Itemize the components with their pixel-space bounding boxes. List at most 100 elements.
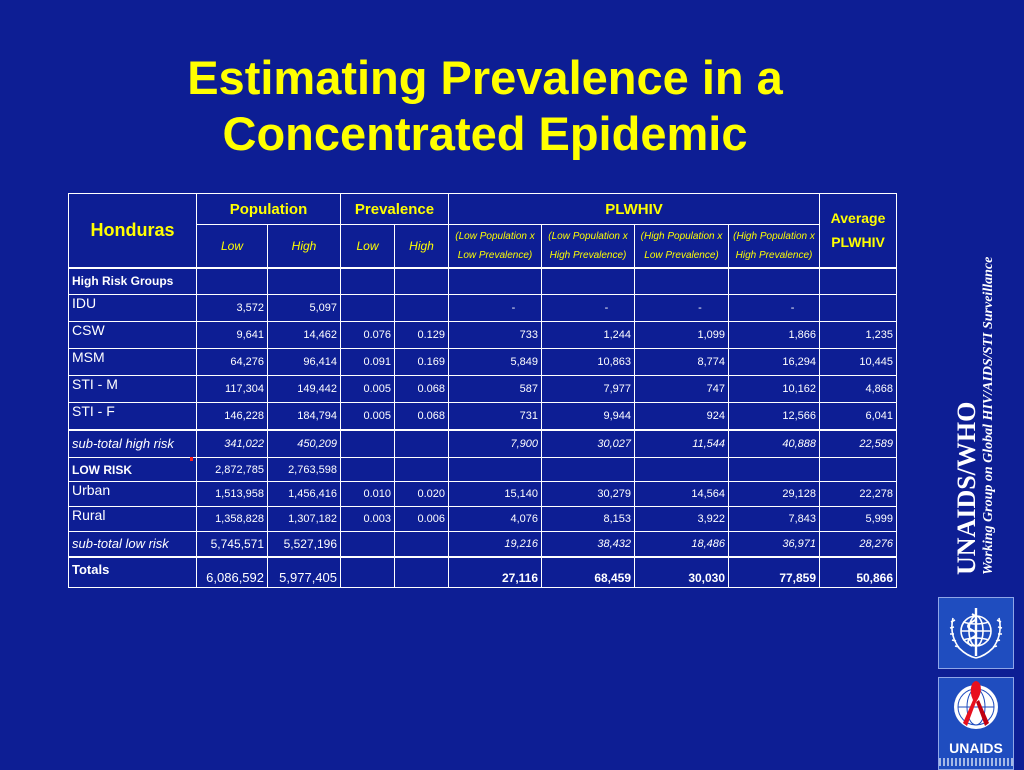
high-risk-pop-high-cell: 14,462	[267, 321, 341, 349]
subtotal-high-pop-low: 341,022	[196, 428, 268, 458]
high-risk-label-cell: MSM	[68, 348, 197, 376]
high-risk-pop-high-cell: 96,414	[267, 348, 341, 376]
prevalence-table-container: Honduras Population Prevalence PLWHIV Av…	[68, 193, 898, 588]
high-risk-p1-cell: -	[448, 294, 543, 322]
subtotal-low-avg: 28,276	[819, 531, 898, 558]
low-risk-p3-cell: 14,564	[634, 481, 730, 507]
unaids-who-side-label: UNAIDS/WHO Working Group on Global HIV/A…	[952, 256, 998, 575]
high-risk-pop-low-cell: 3,572	[196, 294, 268, 322]
plwhiv-hh-header: (High Population x High Prevalence)	[728, 224, 821, 268]
side-sub-text: Working Group on Global HIV/AIDS/STI Sur…	[981, 256, 996, 575]
side-main-text: UNAIDS/WHO	[952, 401, 981, 575]
subtotal-low-p2: 38,432	[541, 531, 636, 558]
low-risk-p4-cell: 7,843	[728, 506, 821, 532]
high-risk-prev-high-cell: 0.129	[393, 321, 450, 349]
low-risk-p1-cell: 4,076	[448, 506, 543, 532]
low-risk-row: LOW RISK 2,872,785 2,763,598	[68, 457, 898, 482]
high-risk-avg-cell: 10,445	[819, 348, 898, 376]
high-risk-avg-cell: 4,868	[819, 375, 898, 403]
high-risk-p1-cell: 5,849	[448, 348, 543, 376]
low-risk-row: Rural 1,358,828 1,307,182 0.003 0.006 4,076 8,…	[68, 506, 898, 532]
unaids-ribbon-icon	[954, 681, 998, 729]
high-risk-p2-cell: 7,977	[541, 375, 636, 403]
prevalence-header: Prevalence	[339, 193, 450, 225]
subtotal-high-p2: 30,027	[541, 428, 636, 458]
low-risk-p2-cell: 8,153	[541, 506, 636, 532]
high-risk-avg-cell: 1,235	[819, 321, 898, 349]
high-risk-p4-cell: 1,866	[728, 321, 821, 349]
high-risk-row: IDU 3,572 5,097- - - -	[68, 294, 898, 322]
totals-pop-high: 5,977,405	[267, 556, 341, 588]
pop-high-header: High	[267, 224, 341, 268]
high-risk-label-cell: IDU	[68, 294, 197, 322]
pop-low-header: Low	[196, 224, 268, 268]
high-risk-prev-low-cell: 0.005	[340, 402, 395, 430]
plwhiv-ll-header: (Low Population x Low Prevalence)	[448, 224, 543, 268]
high-risk-pop-high-cell: 184,794	[267, 402, 341, 430]
low-risk-row: Urban 1,513,958 1,456,416 0.010 0.020 15,140 3…	[68, 481, 898, 507]
unaids-sponsor-strip	[939, 758, 1013, 766]
low-risk-label: LOW RISK	[68, 457, 197, 482]
prevalence-table: Honduras Population Prevalence PLWHIV Av…	[68, 193, 898, 588]
header-row-1: Honduras Population Prevalence PLWHIV Av…	[68, 193, 898, 268]
subtotal-low-label: sub-total low risk	[68, 531, 197, 558]
subtotal-high-row: sub-total high risk 341,022 450,209 7,90…	[68, 428, 898, 458]
average-plwhiv-header: Average PLWHIV	[819, 193, 898, 268]
header-row-2: Low High Low High (Low Population x Low …	[69, 224, 897, 268]
low-risk-rows: Urban 1,513,958 1,456,416 0.010 0.020 15,140 3…	[68, 481, 898, 532]
high-risk-prev-low-cell	[340, 294, 395, 322]
low-risk-p3-cell: 3,922	[634, 506, 730, 532]
high-risk-pop-low-cell: 146,228	[196, 402, 268, 430]
low-risk-p1-cell: 15,140	[448, 481, 543, 507]
plwhiv-lh-header: (Low Population x High Prevalence)	[541, 224, 636, 268]
low-risk-prev-high-cell: 0.006	[393, 506, 450, 532]
high-risk-p2-cell: 1,244	[541, 321, 636, 349]
low-risk-p4-cell: 29,128	[728, 481, 821, 507]
low-risk-p2-cell: 30,279	[541, 481, 636, 507]
high-risk-group-row: High Risk Groups	[68, 266, 898, 295]
unaids-label: UNAIDS	[949, 740, 1003, 756]
red-marker	[190, 457, 193, 461]
high-risk-pop-low-cell: 117,304	[196, 375, 268, 403]
population-header: Population	[196, 193, 341, 225]
low-risk-prev-high-cell: 0.020	[393, 481, 450, 507]
high-risk-p1-cell: 731	[448, 402, 543, 430]
totals-label: Totals	[68, 556, 197, 588]
low-risk-prev-low-cell: 0.010	[340, 481, 395, 507]
high-risk-p3-cell: 1,099	[634, 321, 730, 349]
high-risk-pop-high-cell: 149,442	[267, 375, 341, 403]
subtotal-high-avg: 22,589	[819, 428, 898, 458]
title-line-2: Concentrated Epidemic	[222, 107, 748, 160]
high-risk-pop-high-cell: 5,097	[267, 294, 341, 322]
subtotal-low-pop-high: 5,527,196	[267, 531, 341, 558]
slide-title: Estimating Prevalence in a Concentrated …	[60, 50, 910, 162]
high-risk-prev-high-cell: 0.068	[393, 375, 450, 403]
low-risk-pop-high: 2,763,598	[267, 457, 341, 482]
high-risk-avg-cell	[819, 294, 898, 322]
high-risk-p3-cell: 747	[634, 375, 730, 403]
high-risk-p3-cell: 8,774	[634, 348, 730, 376]
high-risk-p4-cell: 12,566	[728, 402, 821, 430]
plwhiv-header: PLWHIV	[448, 193, 821, 225]
subtotal-high-label: sub-total high risk	[68, 428, 197, 458]
high-risk-pop-low-cell: 64,276	[196, 348, 268, 376]
high-risk-label-cell: CSW	[68, 321, 197, 349]
high-risk-p2-cell: 10,863	[541, 348, 636, 376]
who-emblem-icon	[949, 608, 1003, 659]
high-risk-p4-cell: 16,294	[728, 348, 821, 376]
country-header: Honduras	[68, 193, 197, 268]
totals-p1: 27,116	[448, 556, 543, 588]
low-risk-avg-cell: 22,278	[819, 481, 898, 507]
totals-p4: 77,859	[728, 556, 821, 588]
prev-high-header: High	[393, 224, 450, 268]
low-risk-label-cell: Rural	[68, 506, 197, 532]
subtotal-low-row: sub-total low risk 5,745,571 5,527,196 1…	[68, 531, 898, 558]
totals-p2: 68,459	[541, 556, 636, 588]
totals-avg: 50,866	[819, 556, 898, 588]
high-risk-prev-high-cell	[393, 294, 450, 322]
high-risk-p1-cell: 587	[448, 375, 543, 403]
subtotal-low-p4: 36,971	[728, 531, 821, 558]
high-risk-p4-cell: 10,162	[728, 375, 821, 403]
plwhiv-hl-header: (High Population x Low Prevalence)	[634, 224, 730, 268]
high-risk-rows: IDU 3,572 5,097- - - - CSW 9,641 14,462 0.076 0.12…	[68, 294, 898, 430]
